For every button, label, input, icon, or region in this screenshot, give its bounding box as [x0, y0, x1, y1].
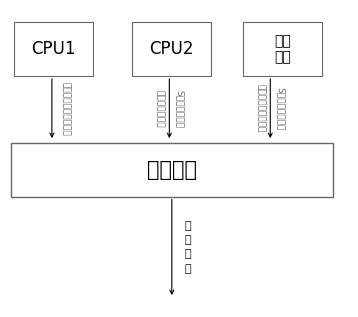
Text: 常规模式的应答触发: 常规模式的应答触发 — [256, 84, 265, 133]
Bar — [132, 22, 211, 76]
Text: 脉: 脉 — [184, 249, 191, 259]
Text: 冲: 冲 — [184, 264, 191, 274]
Bar — [14, 22, 93, 76]
Bar — [243, 22, 322, 76]
Text: 编码模块: 编码模块 — [147, 159, 197, 180]
Text: 码: 码 — [184, 235, 191, 245]
Bar — [11, 143, 333, 197]
Text: 译码
模块: 译码 模块 — [275, 34, 291, 64]
Text: 断续震荡触发等: 断续震荡触发等 — [155, 90, 164, 127]
Text: CPU1: CPU1 — [32, 40, 76, 58]
Text: 波形调制应用程序触发: 波形调制应用程序触发 — [61, 82, 70, 135]
Text: S模式询问触发: S模式询问触发 — [175, 90, 184, 127]
Text: S模式的应答触发: S模式的应答触发 — [276, 87, 285, 130]
Text: 编: 编 — [184, 221, 191, 231]
Text: CPU2: CPU2 — [150, 40, 194, 58]
